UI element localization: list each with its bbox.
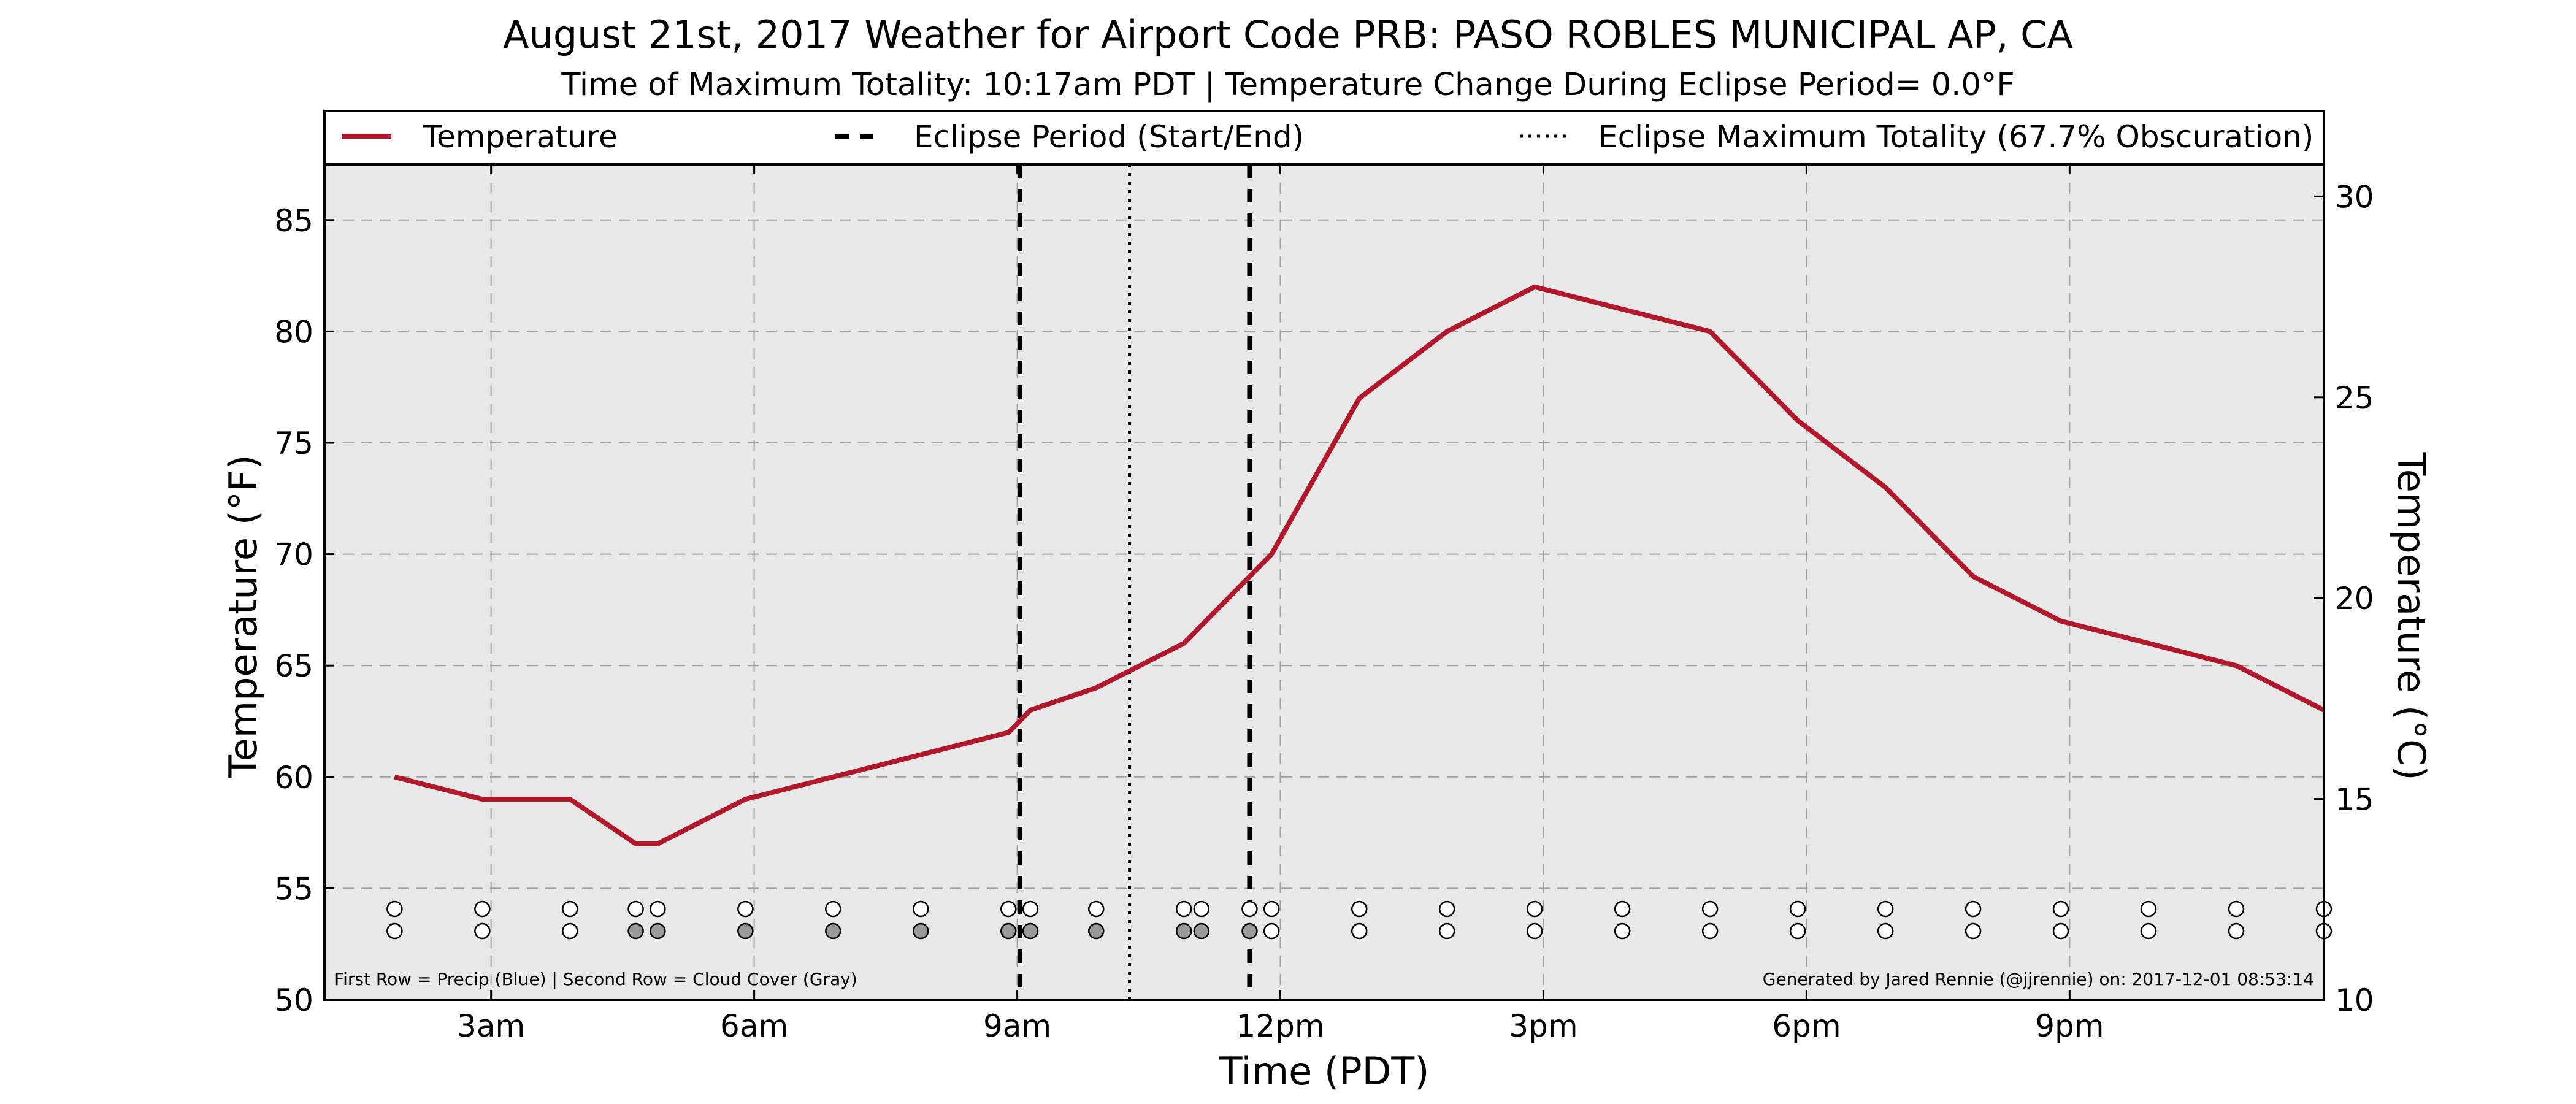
legend: Temperature Eclipse Period (Start/End) E… [323,110,2325,166]
precip-marker [825,900,841,918]
cloud-cover-marker [562,922,578,940]
precip-marker [1877,900,1894,918]
legend-eclipse-max-label: Eclipse Maximum Totality (67.7% Obscurat… [1598,119,2313,155]
precip-marker [2052,900,2069,918]
y-tick-label: 70 [274,537,313,573]
y-tick-label: 55 [274,871,313,907]
x-axis: 3am 6am 9am 12pm 3pm 6pm 9pm [457,164,2104,1044]
precip-marker [562,900,578,918]
cloud-cover-marker [825,922,841,940]
x-tick-label: 9pm [2035,1008,2104,1044]
cloud-cover-marker [1614,922,1631,940]
cloud-cover-marker [474,922,491,940]
precip-marker [474,900,491,918]
y-tick-label: 65 [274,648,313,684]
cloud-cover-marker [1877,922,1894,940]
y-tick-label: 80 [274,314,313,350]
y2-axis-label: Temperature (°C) [2389,451,2434,780]
cloud-cover-marker [1526,922,1543,940]
precip-marker [627,900,644,918]
precip-marker [737,900,754,918]
cloud-cover-marker [1087,922,1105,940]
x-tick-label: 9am [983,1008,1051,1044]
plot-area [324,164,2324,1000]
y-axis-left: 50 55 60 65 70 75 80 85 [274,203,334,1018]
chart-title: August 21st, 2017 Weather for Airport Co… [503,12,2073,57]
cloud-cover-marker [737,922,754,940]
footnote-left: First Row = Precip (Blue) | Second Row =… [334,969,857,989]
footnote-right: Generated by Jared Rennie (@jjrennie) on… [1763,969,2314,989]
cloud-cover-marker [1263,922,1280,940]
legend-box [323,110,2325,166]
y2-tick-label: 25 [2335,380,2374,416]
y2-tick-label: 15 [2335,782,2374,818]
cloud-cover-marker [1965,922,1982,940]
cloud-cover-marker [386,922,403,940]
x-tick-label: 12pm [1236,1008,1324,1044]
precip-marker [1614,900,1631,918]
temperature-line [394,284,2325,846]
y-axis-right: 10 15 20 25 30 [2314,179,2374,1018]
x-tick-label: 6pm [1772,1008,1841,1044]
y2-tick-label: 10 [2335,983,2374,1018]
precip-marker [1701,900,1719,918]
precip-marker [2140,900,2157,918]
cloud-cover-marker [1193,922,1210,940]
precip-marker [1438,900,1455,918]
cloud-cover-marker [1701,922,1719,940]
precip-marker [1263,900,1280,918]
y-tick-label: 50 [274,983,313,1018]
precip-marker [1193,900,1210,918]
cloud-cover-marker [1175,922,1192,940]
cloud-cover-marker [913,922,929,940]
precip-marker [1965,900,1982,918]
y-axis-label: Temperature (°F) [221,454,266,778]
precip-marker [1022,900,1039,918]
cloud-cover-marker [2228,922,2245,940]
cloud-cover-marker [1789,922,1806,940]
x-tick-label: 3pm [1509,1008,1577,1044]
precip-marker [2228,900,2245,918]
cloud-cover-marker [1000,922,1017,940]
cloud-cover-marker [2052,922,2069,940]
chart-subtitle: Time of Maximum Totality: 10:17am PDT | … [561,67,2014,103]
y-tick-label: 75 [274,426,313,461]
x-tick-label: 6am [720,1008,788,1044]
eclipse-markers [1017,164,1252,1000]
temperature-series [394,284,2325,846]
cloud-cover-marker [1351,922,1368,940]
plot-frame [323,163,2325,1001]
precip-marker [1241,900,1258,918]
precip-marker [1789,900,1806,918]
grid [324,164,2324,1000]
cloud-cover-marker [2140,922,2157,940]
cloud-cover-marker [1241,922,1258,940]
precip-marker [1175,900,1192,918]
cloud-cover-marker [1022,922,1039,940]
precip-marker [1087,900,1105,918]
precip-marker [913,900,929,918]
y2-tick-label: 30 [2335,179,2374,215]
cloud-cover-marker [627,922,644,940]
y-tick-label: 85 [274,203,313,239]
cloud-cover-marker [650,922,666,940]
precip-marker [386,900,403,918]
legend-temperature-label: Temperature [423,119,618,155]
y2-tick-label: 20 [2335,581,2374,616]
x-axis-label: Time (PDT) [1219,1049,1430,1094]
precip-marker [1351,900,1368,918]
y-tick-label: 60 [274,760,313,795]
cloud-cover-marker [1438,922,1455,940]
x-tick-label: 3am [457,1008,525,1044]
legend-eclipse-period-label: Eclipse Period (Start/End) [914,119,1304,155]
precip-marker [1526,900,1543,918]
precip-marker [650,900,666,918]
precip-marker [1000,900,1017,918]
